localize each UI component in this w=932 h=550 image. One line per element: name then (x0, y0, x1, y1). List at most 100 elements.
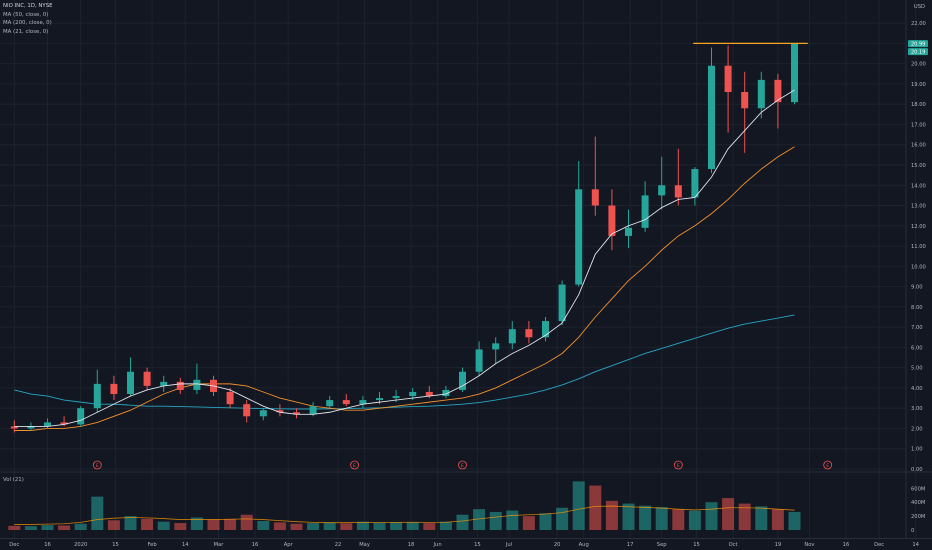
candle-body (542, 321, 549, 338)
volume-tick-label: 200M (911, 514, 925, 520)
candle-body (93, 383, 101, 409)
volume-bar (24, 526, 37, 530)
volume-bar (655, 507, 668, 530)
countdown-pill (908, 48, 928, 56)
earnings-marker-label: E (461, 463, 464, 469)
candle-body (558, 284, 566, 322)
time-tick-label: Sep (657, 542, 667, 548)
price-tick-label: 4.00 (911, 386, 923, 392)
volume-bar (439, 521, 452, 530)
time-tick-label: 19 (775, 542, 782, 548)
volume-bar (273, 522, 286, 530)
time-tick-label: Feb (147, 542, 157, 548)
time-tick-label: Jul (505, 542, 512, 548)
volume-bar (58, 525, 71, 530)
volume-bar (373, 522, 386, 530)
candle-body (625, 227, 632, 236)
volume-bar (489, 511, 502, 530)
candles (10, 43, 798, 433)
volume-bar (672, 509, 685, 530)
volume-bar (8, 525, 21, 530)
price-tick-label: 18.00 (911, 102, 926, 108)
candle-body (127, 371, 134, 395)
price-tick-label: 5.00 (911, 366, 923, 372)
candle-body (77, 408, 85, 425)
volume-bar (639, 505, 652, 530)
candle-body (326, 400, 334, 407)
candle-body (309, 406, 317, 415)
volume-bar (124, 516, 137, 530)
price-tick-label: 0.00 (911, 467, 923, 473)
volume-bar (473, 509, 486, 530)
volume-legend: Vol (21) (3, 477, 24, 483)
candle-body (60, 422, 68, 425)
volume-bar (788, 511, 801, 530)
time-tick-label: 16 (44, 542, 51, 548)
price-tick-label: 8.00 (911, 305, 923, 311)
price-tick-label: 13.00 (911, 204, 926, 210)
earnings-marker-label: E (353, 463, 356, 469)
ma50-legend: MA (50, close, 0) (3, 11, 49, 18)
volume-tick-label: 400M (911, 500, 925, 506)
last-price-tags: 20.99 20.19 (908, 40, 928, 55)
time-tick-label: 15 (112, 542, 119, 548)
time-tick-label: 18 (408, 542, 415, 548)
price-tick-label: 20.00 (911, 62, 926, 68)
time-tick-label: 22 (335, 542, 342, 548)
volume-bar (622, 503, 635, 530)
time-axis: Dec 16 2020 15 Feb 14 Mar 16 Apr 22 May 18 Jun 15 Jul 2… (9, 542, 919, 548)
candle-body (591, 189, 599, 206)
candle-body (342, 400, 350, 405)
earnings-marker-icon (673, 460, 683, 470)
volume-bar (323, 522, 336, 530)
earnings-marker-icon (92, 460, 102, 470)
time-tick-label: Jun (433, 542, 442, 548)
candle-body (658, 185, 666, 196)
price-tick-label: 17.00 (911, 122, 926, 128)
candle-body (724, 65, 732, 93)
volume-bar (771, 509, 784, 530)
time-tick-label: May (359, 542, 370, 548)
price-tick-label: 7.00 (911, 325, 923, 331)
price-tick-label: 22.00 (911, 21, 926, 27)
volume-bar (738, 503, 751, 530)
volume-bar (423, 523, 436, 530)
volume-bar (174, 523, 187, 530)
time-tick-label: 14 (182, 542, 189, 548)
candle-body (641, 195, 649, 228)
price-tick-label: 11.00 (911, 244, 926, 250)
volume-bar (307, 523, 320, 530)
volume-bar (91, 496, 104, 530)
candle-body (27, 426, 35, 429)
candle-body (243, 404, 251, 417)
time-tick-label: Aug (579, 542, 589, 548)
candle-body (409, 391, 417, 397)
volume-bar (257, 520, 270, 530)
volume-bar (722, 498, 735, 530)
candle-body (674, 185, 682, 198)
candle-body (442, 389, 450, 397)
volume-bar (390, 522, 403, 530)
volume-bar (755, 506, 768, 530)
time-tick-label: Apr (284, 542, 294, 548)
time-tick-label: 15 (474, 542, 481, 548)
candle-body (10, 426, 18, 429)
volume-ma-line (14, 505, 795, 525)
volume-bar (605, 500, 618, 530)
volume-bar (356, 521, 369, 530)
indicator-legend: NIO INC, 1D, NYSE MA (50, close, 0) MA (… (3, 2, 53, 36)
candle-body (143, 371, 151, 386)
time-tick-label: Dec (9, 542, 19, 548)
candle-body (226, 391, 234, 405)
candle-body (259, 410, 267, 417)
volume-bar (456, 514, 469, 530)
volume-bar (240, 514, 253, 530)
price-tick-label: 3.00 (911, 406, 923, 412)
ma200-line (14, 314, 795, 410)
volume-bar (157, 521, 170, 530)
price-tick-label: 2.00 (911, 426, 923, 432)
candle-body (376, 398, 383, 401)
price-tick-label: 15.00 (911, 163, 926, 169)
